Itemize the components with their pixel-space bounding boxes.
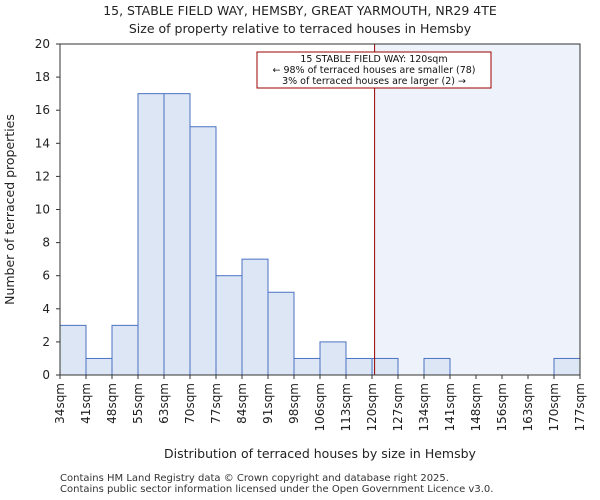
- y-tick-label: 12: [35, 169, 50, 183]
- x-tick-label: 34sqm: [53, 383, 67, 424]
- bar: [137, 93, 165, 376]
- x-tick-label: 134sqm: [417, 383, 431, 431]
- x-tick-label: 91sqm: [261, 383, 275, 424]
- y-tick-label: 0: [42, 368, 50, 382]
- x-tick-label: 63sqm: [157, 383, 171, 424]
- bar: [241, 258, 269, 376]
- bar: [345, 357, 373, 376]
- x-tick-label: 98sqm: [287, 383, 301, 424]
- x-tick-label: 163sqm: [521, 383, 535, 431]
- x-tick-label: 48sqm: [105, 383, 119, 424]
- x-tick-label: 141sqm: [443, 383, 457, 431]
- annotation-box: [256, 51, 492, 89]
- x-tick-label: 127sqm: [391, 383, 405, 431]
- y-tick-label: 18: [35, 70, 50, 84]
- x-tick-label: 113sqm: [339, 383, 353, 431]
- y-tick-label: 14: [35, 136, 50, 150]
- bar: [553, 357, 581, 376]
- footer-copyright: Contains HM Land Registry data © Crown c…: [60, 473, 449, 484]
- x-tick-label: 41sqm: [79, 383, 93, 424]
- x-tick-label: 170sqm: [547, 383, 561, 431]
- x-tick-label: 70sqm: [183, 383, 197, 424]
- y-tick-label: 8: [42, 236, 50, 250]
- bar: [111, 324, 139, 376]
- bar: [267, 291, 295, 376]
- chart-subtitle: Size of property relative to terraced ho…: [128, 21, 472, 36]
- bar: [319, 341, 347, 376]
- annotation-line-1: 15 STABLE FIELD WAY: 120sqm: [300, 54, 447, 65]
- x-tick-label: 106sqm: [313, 383, 327, 431]
- bar: [215, 275, 243, 376]
- footer-licence: Contains public sector information licen…: [60, 484, 494, 495]
- y-tick-label: 6: [42, 269, 50, 283]
- annotation-line-2: ← 98% of terraced houses are smaller (78…: [272, 65, 475, 76]
- x-tick-label: 156sqm: [495, 383, 509, 431]
- bar: [85, 357, 113, 376]
- x-axis-label: Distribution of terraced houses by size …: [164, 446, 476, 461]
- y-tick-label: 20: [35, 37, 50, 51]
- bar: [293, 357, 321, 376]
- y-tick-label: 10: [35, 203, 50, 217]
- y-tick-label: 16: [35, 103, 50, 117]
- bar: [189, 126, 217, 376]
- x-tick-label: 55sqm: [131, 383, 145, 424]
- x-tick-label: 148sqm: [469, 383, 483, 431]
- chart-title: 15, STABLE FIELD WAY, HEMSBY, GREAT YARM…: [103, 3, 497, 18]
- x-tick-label: 177sqm: [573, 383, 587, 431]
- bar: [59, 324, 87, 376]
- bar: [163, 93, 191, 376]
- histogram-chart: 0 2 4 6 8 10 12 14 16 18 20 34sqm 41sqm 48sqm 55sqm 63s…: [2, 37, 587, 461]
- x-tick-label: 77sqm: [209, 383, 223, 424]
- y-tick-label: 4: [42, 302, 50, 316]
- bar: [423, 357, 451, 376]
- annotation-line-3: 3% of terraced houses are larger (2) →: [282, 76, 466, 87]
- highlight-region: [374, 44, 580, 375]
- x-tick-label: 84sqm: [235, 383, 249, 424]
- y-axis-label: Number of terraced properties: [2, 114, 17, 305]
- x-tick-label: 120sqm: [365, 383, 379, 431]
- y-tick-label: 2: [42, 335, 50, 349]
- bar: [371, 357, 399, 376]
